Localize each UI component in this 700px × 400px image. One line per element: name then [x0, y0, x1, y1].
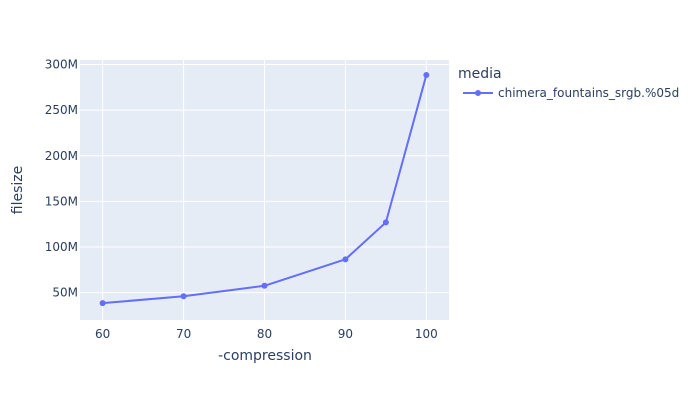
y-tick-label: 100M: [45, 240, 78, 254]
y-axis-ticks: 50M 100M 150M 200M 250M 300M: [45, 58, 78, 300]
grid-lines: [80, 60, 449, 320]
data-point: [342, 256, 349, 263]
series-line: [102, 74, 428, 305]
legend-title: media: [458, 66, 502, 82]
y-tick-label: 250M: [45, 103, 78, 117]
y-tick-label: 150M: [45, 194, 78, 208]
x-axis-title: -compression: [218, 348, 312, 364]
data-point: [180, 293, 187, 300]
x-axis-ticks: 60 70 80 90 100: [95, 327, 438, 341]
legend: media chimera_fountains_srgb.%05d: [458, 66, 679, 100]
x-tick-label: 60: [95, 327, 110, 341]
y-tick-label: 300M: [45, 58, 78, 72]
legend-marker: [475, 90, 481, 96]
x-tick-label: 80: [257, 327, 272, 341]
legend-items: chimera_fountains_srgb.%05d: [463, 86, 679, 100]
x-tick-label: 70: [176, 327, 191, 341]
y-axis-title: filesize: [10, 166, 26, 214]
data-point: [261, 282, 268, 289]
data-point: [423, 72, 430, 79]
data-point: [382, 219, 389, 226]
series-layer: [99, 72, 430, 307]
y-tick-label: 50M: [52, 286, 78, 300]
x-tick-label: 100: [415, 327, 438, 341]
data-point: [99, 300, 106, 307]
x-tick-label: 90: [338, 327, 353, 341]
legend-label: chimera_fountains_srgb.%05d: [498, 86, 679, 100]
y-tick-label: 200M: [45, 149, 78, 163]
